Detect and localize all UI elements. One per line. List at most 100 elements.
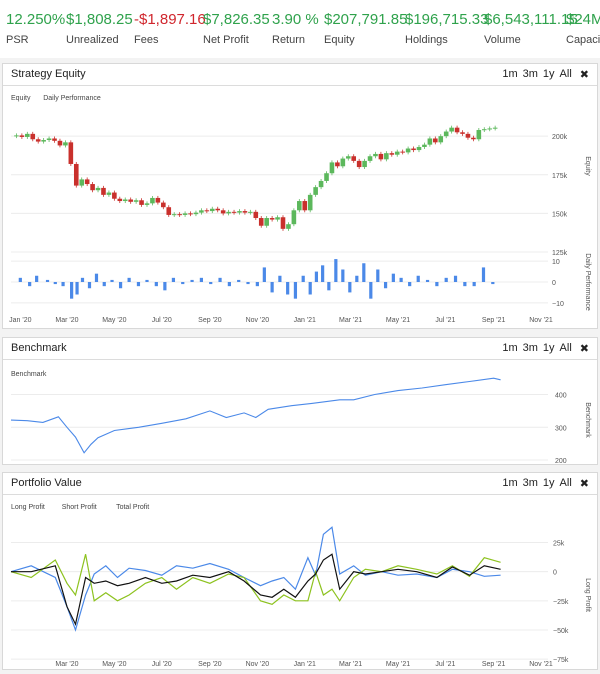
range-all-button[interactable]: All (559, 68, 572, 80)
performance-bar (28, 282, 32, 287)
x-tick-label: Nov '21 (529, 661, 553, 668)
performance-bar (416, 275, 420, 282)
performance-bar (301, 275, 305, 282)
stat-value: $6,543,111.15 (484, 11, 578, 28)
y-tick-label: 0 (553, 570, 557, 577)
long-profit-line (10, 526, 501, 632)
candle (57, 140, 63, 146)
x-tick-label: Sep '20 (198, 317, 222, 324)
performance-bar (61, 282, 65, 287)
candle (122, 199, 128, 202)
x-tick-label: May '20 (102, 317, 126, 324)
x-tick-label: May '20 (102, 661, 126, 668)
candle (101, 187, 106, 195)
candle (427, 138, 433, 145)
performance-bar (348, 282, 352, 293)
perf-tick-label: 10 (552, 259, 560, 266)
performance-bar (145, 279, 149, 282)
range-3m-button[interactable]: 3m (522, 342, 538, 354)
candle (356, 160, 362, 168)
candle (150, 197, 155, 204)
performance-bar (334, 259, 338, 282)
range-1m-button[interactable]: 1m (502, 477, 518, 489)
candle (373, 153, 378, 157)
performance-bar (444, 277, 448, 282)
candle (188, 213, 193, 215)
range-1y-button[interactable]: 1y (542, 68, 555, 80)
equity-chart: Equity Daily Performance 200k 175k 150k 125k E… (9, 95, 591, 324)
performance-bar (136, 282, 141, 287)
stat-label: Return (272, 34, 306, 46)
performance-bar (75, 282, 79, 295)
range-1m-button[interactable]: 1m (502, 342, 518, 354)
candle (25, 133, 30, 137)
x-tick-label: Sep '21 (482, 661, 506, 668)
y-tick-label: 125k (552, 250, 568, 257)
candle (242, 211, 248, 213)
close-icon[interactable]: ✖ (579, 69, 589, 81)
close-icon[interactable]: ✖ (579, 343, 589, 355)
performance-bar (70, 282, 74, 299)
stat-equity: $207,791.85 Equity (324, 10, 407, 46)
performance-bar (270, 282, 274, 293)
candle (340, 158, 346, 167)
candle (471, 137, 476, 140)
candle (171, 214, 177, 216)
range-3m-button[interactable]: 3m (522, 477, 538, 489)
total-profit-line (11, 553, 501, 627)
range-all-button[interactable]: All (559, 477, 572, 489)
candle (166, 207, 172, 215)
range-3m-button[interactable]: 3m (522, 68, 538, 80)
y-tick-label: 200 (555, 458, 567, 464)
portfolio-value-panel: Portfolio Value 1m 3m 1y All ✖ Long Prof… (2, 472, 598, 670)
strategy-equity-panel: Strategy Equity 1m 3m 1y All ✖ Equity Dai… (2, 63, 598, 329)
performance-bar (355, 275, 359, 282)
x-tick-label: Jul '21 (435, 661, 455, 668)
candle (481, 129, 487, 131)
candle (182, 213, 188, 215)
candle (345, 156, 351, 159)
stat-value: $196,715.33 (405, 11, 489, 28)
candle (35, 139, 41, 142)
benchmark-panel: Benchmark 1m 3m 1y All ✖ Benchmark 400 300… (2, 337, 598, 476)
range-1y-button[interactable]: 1y (542, 342, 555, 354)
candle (19, 135, 25, 137)
stat-label: Capacity (566, 34, 600, 46)
range-1y-button[interactable]: 1y (542, 477, 555, 489)
y-tick-label: 200k (552, 134, 568, 141)
candle (400, 151, 405, 153)
range-all-button[interactable]: All (559, 342, 572, 354)
stat-label: Unrealized (66, 34, 119, 46)
performance-bar (163, 282, 167, 291)
range-1m-button[interactable]: 1m (502, 68, 518, 80)
candle (297, 201, 302, 211)
candle (128, 199, 133, 202)
y-tick-label: 150k (552, 211, 568, 218)
candle (264, 218, 269, 226)
candle (63, 142, 68, 146)
candle (79, 179, 85, 186)
y-tick-label: −75k (553, 657, 569, 664)
candle (14, 135, 19, 137)
candle (112, 192, 117, 199)
performance-bar (278, 275, 282, 282)
candle (41, 140, 46, 142)
legend-item: Benchmark (11, 371, 47, 378)
candle (351, 156, 357, 161)
stat-capacity: $24M Capacity (566, 10, 600, 46)
x-tick-label: Mar '21 (339, 317, 362, 324)
performance-bar (218, 277, 222, 282)
short-profit-line (10, 554, 501, 605)
candle (46, 138, 52, 141)
candle (73, 163, 79, 186)
x-tick-label: Nov '21 (529, 317, 553, 324)
x-tick-label: Jan '21 (294, 661, 316, 668)
stat-fees: -$1,897.16 Fees (134, 10, 206, 46)
performance-bar (94, 273, 99, 282)
performance-bar (209, 282, 213, 285)
stats-bar: 12.250% PSR $1,808.25 Unrealized -$1,897.16 F… (0, 0, 600, 58)
stat-value: -$1,897.16 (134, 11, 206, 28)
close-icon[interactable]: ✖ (579, 478, 589, 490)
candle (84, 179, 90, 185)
x-tick-label: Jul '20 (152, 661, 172, 668)
